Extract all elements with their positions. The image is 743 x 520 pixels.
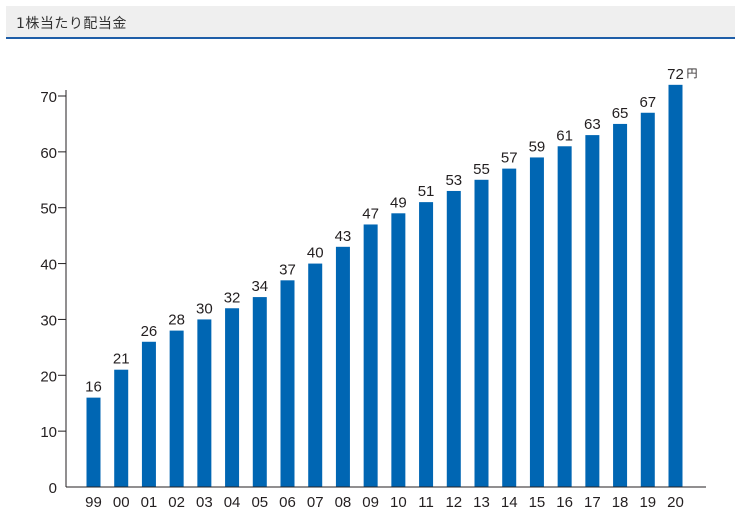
bar-value-label: 65 — [612, 105, 629, 122]
bar-value-label: 61 — [556, 127, 573, 144]
bar — [446, 190, 461, 487]
bar — [86, 397, 101, 487]
bar-value-label: 57 — [501, 150, 518, 167]
bar-value-label: 32 — [224, 289, 241, 306]
x-tick-label: 18 — [612, 494, 629, 511]
bar-value-label: 21 — [113, 351, 130, 368]
bar — [557, 146, 572, 487]
x-axis: 99 00 01 02 03 04 05 06 07 08 09 10 11 12 13 14 15 16 17 18… — [66, 486, 706, 511]
bar — [419, 202, 434, 487]
y-tick-label: 50 — [40, 201, 57, 218]
bar — [335, 246, 350, 487]
y-tick-label: 60 — [40, 145, 57, 162]
x-tick-label: 12 — [445, 494, 462, 511]
bars — [86, 84, 683, 488]
bar — [391, 213, 406, 488]
bar — [613, 123, 628, 487]
bar — [252, 297, 267, 487]
bar-value-label: 43 — [335, 228, 352, 245]
bar — [114, 369, 129, 487]
x-tick-label: 02 — [168, 494, 185, 511]
x-tick-label: 99 — [85, 494, 102, 511]
bar-value-label: 59 — [529, 138, 546, 155]
x-tick-label: 08 — [335, 494, 352, 511]
bar — [141, 341, 156, 487]
bar-value-label: 55 — [473, 161, 490, 178]
x-tick-label: 00 — [113, 494, 130, 511]
bar — [308, 263, 323, 487]
y-tick-label: 20 — [40, 368, 57, 385]
x-tick-label: 07 — [307, 494, 324, 511]
x-tick-label: 17 — [584, 494, 601, 511]
bar-value-label: 37 — [279, 261, 296, 278]
bar-value-label: 28 — [168, 312, 185, 329]
bar — [225, 308, 240, 487]
y-axis: 0 10 20 30 40 50 60 70 — [40, 89, 67, 497]
section-title: 1株当たり配当金 — [16, 16, 127, 32]
bar-value-label: 51 — [418, 183, 435, 200]
bar — [668, 84, 683, 487]
bar — [502, 168, 517, 487]
y-tick-label: 30 — [40, 312, 57, 329]
y-tick-label: 0 — [49, 480, 57, 497]
bar-value-label: 49 — [390, 194, 407, 211]
y-tick-label: 40 — [40, 257, 57, 274]
bar — [169, 330, 184, 487]
x-tick-label: 13 — [473, 494, 490, 511]
bar — [585, 135, 600, 487]
bar-value-label: 34 — [251, 278, 268, 295]
x-tick-label: 03 — [196, 494, 213, 511]
bar-value-label: 26 — [141, 323, 158, 340]
unit-label: 円 — [687, 68, 698, 80]
x-tick-label: 16 — [556, 494, 573, 511]
bar — [280, 280, 295, 487]
x-tick-label: 05 — [251, 494, 268, 511]
x-tick-label: 09 — [362, 494, 379, 511]
bar — [474, 179, 489, 488]
x-tick-label: 14 — [501, 494, 518, 511]
bar-value-label: 72 — [667, 66, 684, 83]
bar — [197, 319, 212, 487]
x-tick-label: 04 — [224, 494, 241, 511]
bar-value-label: 63 — [584, 116, 601, 133]
bar-value-label: 67 — [639, 94, 656, 111]
x-tick-label: 20 — [667, 494, 684, 511]
bar-value-label: 30 — [196, 300, 213, 317]
value-labels: 16 21 26 28 30 32 34 37 40 43 47 49 51 53 55 57 59 61 63 65… — [85, 66, 697, 396]
x-tick-label: 19 — [639, 494, 656, 511]
y-tick-label: 70 — [40, 89, 57, 106]
y-tick-label: 10 — [40, 424, 57, 441]
bar — [529, 157, 544, 487]
x-tick-label: 06 — [279, 494, 296, 511]
bar-value-label: 47 — [362, 205, 379, 222]
bar-value-label: 16 — [85, 379, 102, 396]
bar — [640, 112, 655, 487]
x-tick-label: 15 — [529, 494, 546, 511]
bar — [363, 224, 378, 487]
x-tick-label: 01 — [141, 494, 158, 511]
x-tick-label: 11 — [418, 494, 434, 511]
bar-value-label: 53 — [445, 172, 462, 189]
x-tick-label: 10 — [390, 494, 407, 511]
section-header: 1株当たり配当金 — [6, 6, 735, 39]
bar-value-label: 40 — [307, 245, 324, 262]
